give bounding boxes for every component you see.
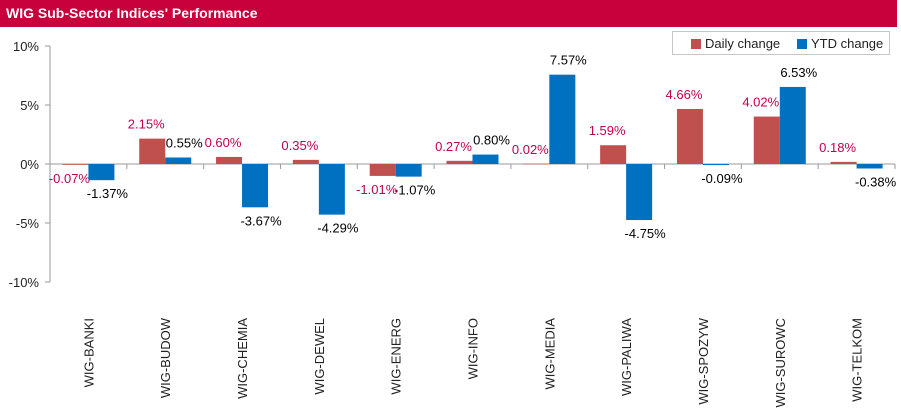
x-category-label: WIG-TELKOM: [850, 318, 865, 402]
data-label-daily: 1.59%: [589, 123, 626, 138]
x-category-label: WIG-ENERG: [389, 318, 404, 395]
x-category-label: WIG-PALIWA: [619, 318, 634, 396]
data-label-daily: -1.01%: [356, 182, 398, 197]
x-category-label: WIG-INFO: [466, 318, 481, 379]
x-category-label: WIG-SPOZYW: [696, 317, 711, 404]
x-category-label: WIG-MEDIA: [542, 318, 557, 390]
bar-ytd: [395, 164, 422, 177]
data-label-ytd: 7.57%: [550, 53, 587, 68]
legend-label-daily: Daily change: [705, 36, 781, 51]
bar-ytd: [318, 164, 345, 215]
bar-ytd: [702, 164, 729, 166]
y-tick-label: 0%: [20, 157, 39, 172]
bar-ytd: [856, 164, 883, 169]
data-label-daily: 4.66%: [666, 87, 703, 102]
data-label-daily: 0.27%: [435, 139, 472, 154]
data-label-ytd: -4.29%: [317, 221, 359, 236]
bar-daily: [523, 163, 550, 165]
x-category-label: WIG-DEWEL: [312, 318, 327, 395]
bar-daily: [369, 164, 396, 176]
bar-daily: [676, 109, 703, 164]
data-label-ytd: 0.55%: [166, 136, 203, 151]
y-tick-label: 10%: [13, 39, 39, 54]
bar-ytd: [472, 154, 499, 164]
data-label-ytd: 0.80%: [473, 133, 510, 148]
bar-ytd: [779, 86, 806, 164]
data-label-ytd: -0.38%: [855, 174, 897, 189]
data-label-ytd: -1.37%: [87, 186, 129, 201]
data-label-ytd: -1.07%: [394, 183, 436, 198]
data-label-daily: 0.60%: [205, 135, 242, 150]
x-category-label: WIG-CHEMIA: [235, 318, 250, 399]
legend-swatch-daily: [691, 39, 701, 49]
data-label-daily: 0.18%: [819, 140, 856, 155]
chart-title: WIG Sub-Sector Indices' Performance: [0, 0, 897, 27]
y-tick-label: -10%: [9, 275, 40, 290]
data-label-ytd: -3.67%: [240, 213, 282, 228]
data-label-ytd: 6.53%: [780, 65, 817, 80]
bar-ytd: [549, 74, 576, 164]
data-label-daily: 0.02%: [512, 142, 549, 157]
bar-daily: [62, 164, 89, 165]
bar-ytd: [88, 164, 115, 181]
data-label-ytd: -4.75%: [625, 226, 667, 241]
x-category-label: WIG-SUROWC: [773, 318, 788, 408]
bar-ytd: [626, 164, 653, 221]
bar-daily: [139, 138, 166, 164]
data-label-daily: 2.15%: [128, 117, 165, 132]
bar-daily: [753, 116, 780, 164]
bar-daily: [600, 145, 627, 164]
data-label-daily: -0.07%: [49, 171, 91, 186]
y-tick-label: 5%: [20, 98, 39, 113]
data-label-daily: 0.35%: [281, 138, 318, 153]
data-label-ytd: -0.09%: [701, 171, 743, 186]
x-category-label: WIG-BANKI: [81, 318, 96, 387]
data-label-daily: 4.02%: [742, 95, 779, 110]
legend-label-ytd: YTD change: [811, 36, 884, 51]
legend-swatch-ytd: [797, 39, 807, 49]
bar-daily: [446, 160, 473, 164]
bar-daily: [216, 156, 243, 164]
y-tick-label: -5%: [16, 216, 40, 231]
bar-ytd: [242, 164, 269, 208]
bar-ytd: [165, 157, 192, 164]
bar-daily: [292, 159, 319, 164]
x-category-label: WIG-BUDOW: [158, 317, 173, 398]
bar-daily: [830, 161, 857, 164]
chart-legend: Daily change YTD change: [672, 31, 890, 55]
